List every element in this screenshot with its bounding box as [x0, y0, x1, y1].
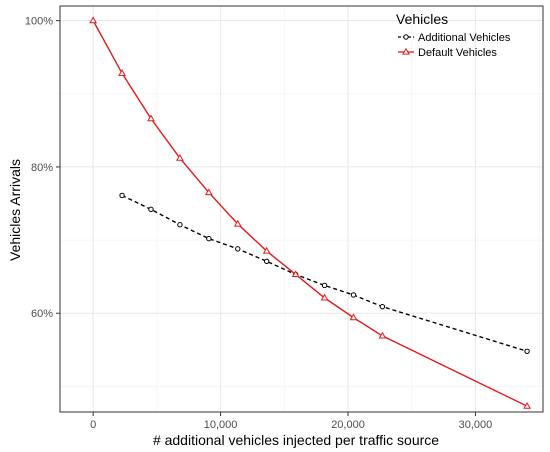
- legend-key-marker: [403, 34, 409, 40]
- series-group: [119, 192, 530, 354]
- data-point: [119, 192, 125, 199]
- data-point: [291, 270, 300, 278]
- data-point: [320, 293, 329, 301]
- legend-key-marker: [402, 47, 410, 55]
- x-tick-label: 20,000: [331, 419, 365, 431]
- panel-border: [59, 5, 544, 413]
- data-point: [349, 313, 358, 321]
- series-line: [92, 20, 528, 407]
- x-tick-label: 30,000: [459, 419, 493, 431]
- data-point: [235, 246, 241, 252]
- y-tick-label: 60%: [31, 308, 53, 320]
- axis-ticks: [56, 20, 476, 416]
- data-point: [148, 206, 154, 213]
- legend-item: Additional Vehicles: [398, 32, 511, 44]
- x-axis-title: # additional vehicles injected per traff…: [153, 432, 439, 448]
- y-tick-label: 80%: [31, 162, 53, 174]
- axis-tick-labels: 0 10,000 20,000 30,000 60% 80% 100%: [25, 16, 492, 431]
- data-point: [118, 69, 126, 76]
- x-tick-label: 0: [90, 419, 96, 431]
- legend-items: Additional Vehicles Default Vehicles: [398, 32, 511, 59]
- y-axis-title: Vehicles Arrivals: [7, 159, 23, 261]
- data-point: [204, 188, 213, 196]
- data-point: [350, 292, 357, 298]
- data-point: [379, 303, 386, 310]
- panel-border-layer: [59, 5, 544, 413]
- legend-label: Additional Vehicles: [418, 32, 511, 44]
- data-point: [524, 348, 530, 354]
- series-layer: [89, 16, 531, 409]
- x-tick-label: 10,000: [204, 419, 238, 431]
- data-point: [89, 16, 98, 24]
- data-point: [233, 219, 242, 227]
- series-line: [121, 194, 528, 352]
- series-group: [89, 16, 531, 409]
- data-point: [176, 153, 184, 161]
- data-point: [147, 114, 155, 122]
- data-point: [264, 258, 270, 265]
- y-tick-label: 100%: [25, 16, 53, 28]
- legend: Vehicles Additional Vehicles Default Vehi…: [396, 11, 511, 59]
- data-point: [262, 246, 271, 254]
- data-point: [378, 331, 387, 339]
- legend-title: Vehicles: [396, 11, 448, 27]
- grid: [60, 6, 543, 412]
- data-point: [321, 282, 328, 289]
- data-point: [523, 401, 531, 409]
- legend-item: Default Vehicles: [398, 47, 497, 59]
- data-point: [206, 235, 212, 242]
- data-point: [177, 222, 183, 228]
- legend-label: Default Vehicles: [418, 47, 497, 59]
